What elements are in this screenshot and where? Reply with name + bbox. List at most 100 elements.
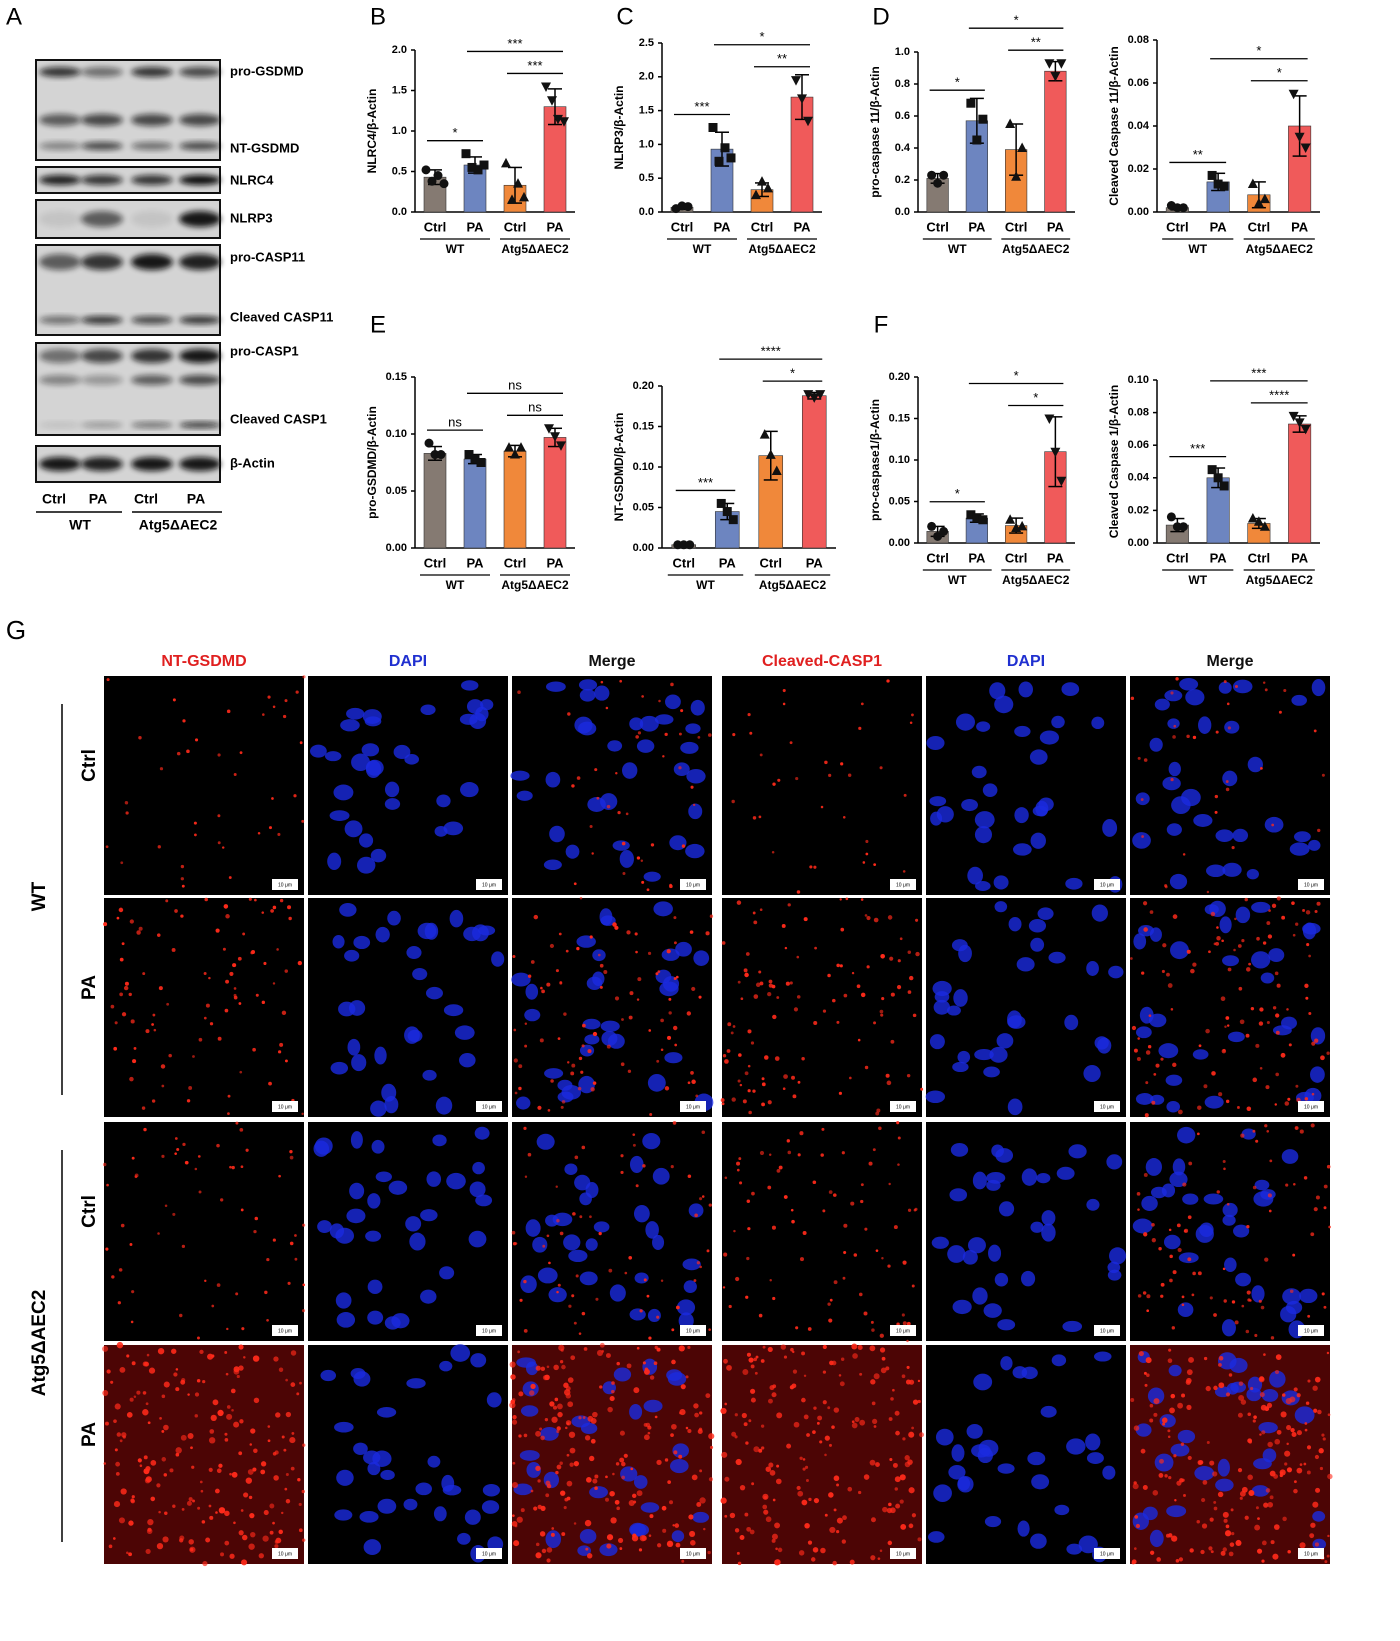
- scale-bar-box: [890, 1101, 916, 1112]
- red-signal: [1225, 1392, 1231, 1397]
- red-signal: [225, 914, 230, 919]
- nucleus: [671, 1530, 685, 1543]
- red-signal: [181, 1507, 185, 1511]
- red-signal: [205, 1003, 210, 1008]
- red-signal: [1326, 1051, 1330, 1055]
- nucleus: [367, 1279, 383, 1294]
- red-signal: [752, 1089, 756, 1093]
- nucleus: [1260, 972, 1275, 984]
- red-signal: [880, 1013, 884, 1017]
- red-signal: [758, 1313, 763, 1318]
- micrograph: 10 μm: [510, 676, 712, 895]
- red-signal: [289, 1437, 296, 1444]
- red-signal: [699, 1265, 702, 1269]
- significance-label: *: [955, 486, 960, 501]
- red-signal: [731, 799, 735, 804]
- red-signal: [224, 1008, 229, 1013]
- red-signal: [516, 1516, 523, 1523]
- red-signal: [708, 1433, 715, 1440]
- nucleus: [995, 1148, 1014, 1163]
- red-signal: [1274, 971, 1279, 976]
- x-tick-label: Ctrl: [1166, 219, 1188, 234]
- red-signal: [881, 1356, 886, 1361]
- bar: [423, 453, 447, 549]
- red-signal: [915, 951, 920, 957]
- red-signal: [1202, 1480, 1208, 1485]
- nucleus: [994, 901, 1008, 913]
- nucleus: [957, 1476, 971, 1491]
- red-signal: [906, 1365, 910, 1369]
- red-signal: [824, 1435, 830, 1441]
- scale-bar-box: [1298, 1548, 1324, 1559]
- red-signal: [524, 1022, 528, 1025]
- nucleus: [579, 1044, 595, 1057]
- nucleus: [936, 806, 954, 823]
- nucleus: [994, 695, 1014, 714]
- red-signal: [1177, 1247, 1182, 1253]
- red-signal: [842, 816, 846, 819]
- red-signal: [231, 1471, 238, 1478]
- red-signal: [1258, 1299, 1262, 1303]
- red-signal: [1281, 915, 1286, 920]
- red-signal: [1214, 810, 1218, 814]
- red-signal: [261, 911, 265, 914]
- nucleus: [647, 1074, 666, 1092]
- red-signal: [1149, 1550, 1155, 1555]
- nucleus: [629, 1155, 644, 1173]
- band-label: NLRC4: [230, 172, 274, 187]
- data-point: [1294, 418, 1305, 428]
- red-signal: [203, 1016, 207, 1020]
- red-signal: [1267, 1441, 1273, 1448]
- red-signal: [158, 1510, 161, 1514]
- red-signal: [1280, 1052, 1286, 1058]
- red-signal: [227, 1112, 230, 1115]
- red-signal: [1161, 969, 1165, 973]
- red-signal: [189, 1546, 196, 1553]
- nucleus: [1145, 1158, 1163, 1176]
- red-signal: [1290, 1427, 1295, 1433]
- red-signal: [1169, 1254, 1173, 1259]
- red-signal: [285, 1378, 288, 1382]
- red-signal: [873, 1021, 877, 1025]
- significance-label: *: [1014, 13, 1019, 28]
- red-signal: [827, 1302, 831, 1306]
- red-signal: [814, 946, 817, 950]
- y-tick-label: 0.5: [392, 165, 407, 177]
- red-signal: [563, 1506, 567, 1510]
- data-point: [479, 160, 489, 170]
- red-signal: [851, 1420, 855, 1424]
- red-signal: [573, 1460, 580, 1467]
- red-signal: [1310, 1232, 1315, 1237]
- red-signal: [1317, 1409, 1322, 1415]
- y-tick-label: 0.10: [1128, 374, 1149, 386]
- red-signal: [868, 1161, 873, 1166]
- red-signal: [1293, 1480, 1297, 1484]
- red-signal: [1213, 1313, 1217, 1317]
- red-signal: [535, 1542, 540, 1547]
- red-signal: [1323, 1206, 1327, 1210]
- blot-band: [131, 375, 173, 385]
- red-signal: [691, 986, 696, 992]
- red-signal: [1181, 1295, 1185, 1299]
- red-signal: [753, 1357, 758, 1362]
- y-tick-label: 1.5: [392, 84, 407, 96]
- red-signal: [527, 1152, 532, 1157]
- scale-bar-label: 10 μm: [896, 1104, 910, 1110]
- red-signal: [638, 1548, 643, 1552]
- nucleus: [585, 1238, 598, 1251]
- nucleus: [947, 1245, 966, 1263]
- nucleus: [601, 1030, 618, 1046]
- red-signal: [173, 1372, 178, 1377]
- significance-label: ns: [528, 400, 542, 415]
- red-signal: [1305, 996, 1309, 1000]
- red-signal: [514, 1524, 518, 1528]
- nucleus: [996, 1033, 1014, 1049]
- nucleus: [1179, 677, 1199, 691]
- nucleus: [510, 770, 530, 781]
- x-tick-label: PA: [1291, 550, 1309, 565]
- nucleus: [516, 1096, 531, 1110]
- red-signal: [879, 1549, 883, 1553]
- red-signal: [260, 1461, 267, 1467]
- micrograph: 10 μm: [926, 1345, 1126, 1564]
- red-signal: [906, 1073, 911, 1078]
